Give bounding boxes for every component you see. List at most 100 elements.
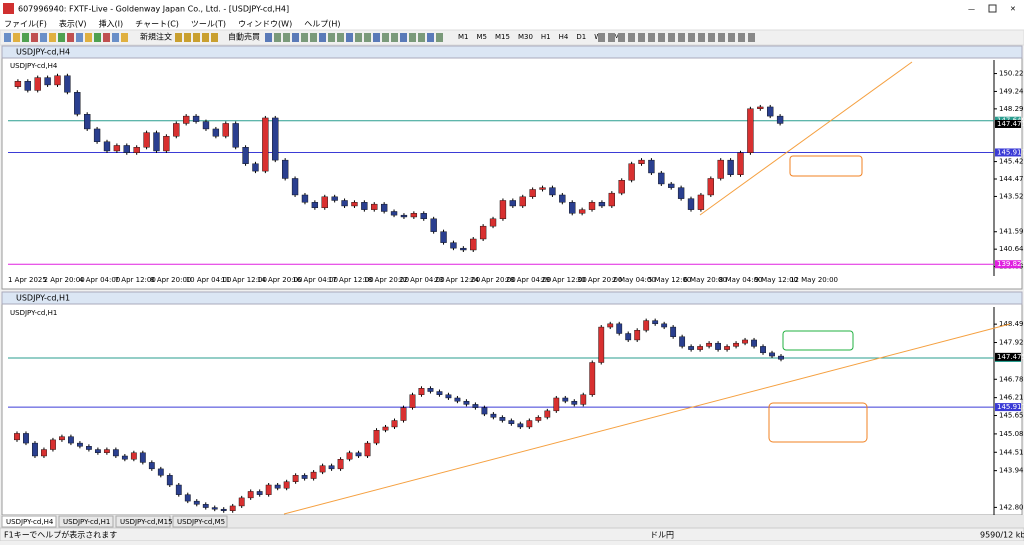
tool-icon[interactable] bbox=[638, 33, 645, 42]
tool-icon[interactable] bbox=[608, 33, 615, 42]
timeframe-button[interactable]: D1 bbox=[576, 33, 586, 41]
candle-body bbox=[760, 346, 766, 354]
candle-body bbox=[588, 202, 596, 210]
candle-body bbox=[59, 436, 65, 441]
tool-icon[interactable] bbox=[103, 33, 110, 42]
tool-icon[interactable] bbox=[319, 33, 326, 42]
tool-icon[interactable] bbox=[648, 33, 655, 42]
tool-icon[interactable] bbox=[292, 33, 299, 42]
tab[interactable] bbox=[115, 515, 171, 528]
candle-body bbox=[265, 484, 272, 495]
tool-icon[interactable] bbox=[67, 33, 74, 42]
tool-icon[interactable] bbox=[202, 33, 209, 42]
tool-icon[interactable] bbox=[175, 33, 182, 42]
tool-icon[interactable] bbox=[31, 33, 38, 42]
tool-icon[interactable] bbox=[4, 33, 11, 42]
candle-body bbox=[103, 141, 111, 152]
tool-icon[interactable] bbox=[301, 33, 308, 42]
tool-icon[interactable] bbox=[618, 33, 625, 42]
tool-icon[interactable] bbox=[283, 33, 290, 42]
close[interactable]: ✕ bbox=[1010, 5, 1016, 13]
menu-item[interactable]: ファイル(F) bbox=[4, 20, 47, 29]
tool-icon[interactable] bbox=[748, 33, 755, 42]
x-tick-label: 10 Apr 04:00 bbox=[186, 276, 232, 284]
x-tick-label: 12 May 20:00 bbox=[790, 276, 838, 284]
tool-icon[interactable] bbox=[678, 33, 685, 42]
tool-icon[interactable] bbox=[668, 33, 675, 42]
tool-icon[interactable] bbox=[49, 33, 56, 42]
timeframe-button[interactable]: M5 bbox=[477, 33, 488, 41]
tool-icon[interactable] bbox=[409, 33, 416, 42]
candle-body bbox=[409, 394, 416, 408]
tool-icon[interactable] bbox=[391, 33, 398, 42]
tool-icon[interactable] bbox=[418, 33, 425, 42]
tool-icon[interactable] bbox=[728, 33, 735, 42]
timeframe-button[interactable]: M30 bbox=[518, 33, 533, 41]
tool-icon[interactable] bbox=[688, 33, 695, 42]
tool-icon[interactable] bbox=[355, 33, 362, 42]
tool-icon[interactable] bbox=[13, 33, 20, 42]
timeframe-button[interactable]: H1 bbox=[541, 33, 551, 41]
tab[interactable] bbox=[1, 515, 57, 528]
tool-icon[interactable] bbox=[698, 33, 705, 42]
tool-icon[interactable] bbox=[76, 33, 83, 42]
tool-icon[interactable] bbox=[718, 33, 725, 42]
tool-icon[interactable] bbox=[274, 33, 281, 42]
menu-item[interactable]: ウィンドウ(W) bbox=[238, 20, 292, 29]
candle-body bbox=[445, 394, 452, 399]
tool-icon[interactable] bbox=[40, 33, 47, 42]
tool-icon[interactable] bbox=[658, 33, 665, 42]
tool-icon[interactable] bbox=[382, 33, 389, 42]
tab[interactable] bbox=[172, 515, 228, 528]
tool-icon[interactable] bbox=[184, 33, 191, 42]
x-tick-label: 22 Apr 04:00 bbox=[399, 276, 445, 284]
tool-icon[interactable] bbox=[427, 33, 434, 42]
tool-icon[interactable] bbox=[400, 33, 407, 42]
tool-icon[interactable] bbox=[58, 33, 65, 42]
zone-box bbox=[789, 155, 863, 177]
timeframe-button[interactable]: M1 bbox=[458, 33, 469, 41]
candle-body bbox=[648, 159, 655, 174]
candle-body bbox=[14, 81, 22, 87]
y-tick-label: 143.520 bbox=[999, 192, 1024, 200]
tool-icon[interactable] bbox=[85, 33, 92, 42]
menu-item[interactable]: ツール(T) bbox=[191, 20, 226, 29]
minimize[interactable]: — bbox=[968, 5, 975, 13]
menu-item[interactable]: チャート(C) bbox=[135, 20, 179, 29]
tool-icon[interactable] bbox=[346, 33, 353, 42]
menu-item[interactable]: 挿入(I) bbox=[99, 19, 124, 29]
tool-icon[interactable] bbox=[436, 33, 443, 42]
tool-icon[interactable] bbox=[328, 33, 335, 42]
tool-icon[interactable] bbox=[598, 33, 605, 42]
tool-icon[interactable] bbox=[373, 33, 380, 42]
menu-item[interactable]: ヘルプ(H) bbox=[304, 20, 340, 29]
maximize[interactable] bbox=[988, 4, 997, 13]
menu-item[interactable]: 表示(V) bbox=[59, 19, 87, 29]
tool-icon[interactable] bbox=[310, 33, 317, 42]
new-order-button[interactable]: 新規注文 bbox=[140, 32, 172, 42]
candle-body bbox=[436, 391, 443, 395]
tool-icon[interactable] bbox=[337, 33, 344, 42]
tool-icon[interactable] bbox=[22, 33, 29, 42]
tool-icon[interactable] bbox=[738, 33, 745, 42]
timeframe-button[interactable]: H4 bbox=[559, 33, 569, 41]
tool-icon[interactable] bbox=[193, 33, 200, 42]
auto-trading-button[interactable]: 自動売買 bbox=[228, 32, 260, 42]
tool-icon[interactable] bbox=[211, 33, 218, 42]
tab-label[interactable]: USDJPY-cd,M5 bbox=[177, 518, 225, 526]
tab-label[interactable]: USDJPY-cd,H4 bbox=[6, 518, 54, 526]
candle-body bbox=[382, 426, 389, 431]
tool-icon[interactable] bbox=[364, 33, 371, 42]
timeframe-button[interactable]: M15 bbox=[495, 33, 510, 41]
tool-icon[interactable] bbox=[708, 33, 715, 42]
tab[interactable] bbox=[58, 515, 114, 528]
tool-icon[interactable] bbox=[112, 33, 119, 42]
tab-label[interactable]: USDJPY-cd,M15 bbox=[120, 518, 173, 526]
tool-icon[interactable] bbox=[94, 33, 101, 42]
tool-icon[interactable] bbox=[121, 33, 128, 42]
tool-icon[interactable] bbox=[265, 33, 272, 42]
tool-icon[interactable] bbox=[628, 33, 635, 42]
tab-label[interactable]: USDJPY-cd,H1 bbox=[63, 518, 110, 526]
y-tick-label: 145.085 bbox=[999, 430, 1024, 438]
candle-body bbox=[634, 330, 641, 341]
